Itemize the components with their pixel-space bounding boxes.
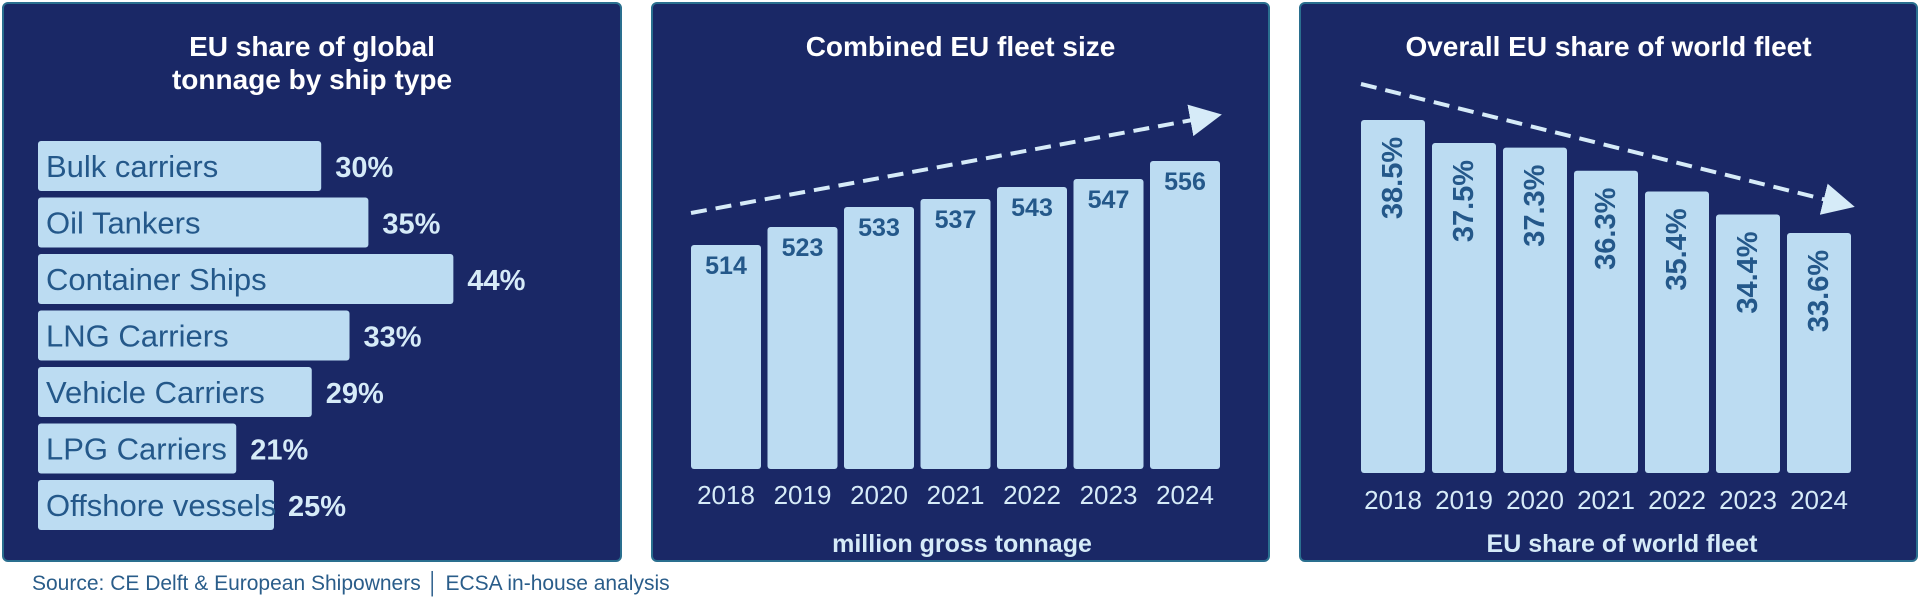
ship-type-value: 30% <box>335 152 393 184</box>
fleet-size-title: Combined EU fleet size <box>805 31 1116 62</box>
fleet-size-year: 2019 <box>774 480 832 510</box>
fleet-size-year: 2023 <box>1080 480 1138 510</box>
fleet-size-bar <box>1150 161 1220 469</box>
world-share-axis-label: EU share of world fleet <box>1487 530 1759 558</box>
ship-type-label: Vehicle Carriers <box>46 375 265 410</box>
fleet-size-value: 537 <box>935 206 977 234</box>
world-share-value: 37.3% <box>1519 164 1551 246</box>
ship-type-bar <box>38 480 274 530</box>
ship-type-panel: EU share of global tonnage by ship type … <box>2 2 622 562</box>
world-share-year: 2022 <box>1648 485 1706 515</box>
world-share-bar <box>1432 143 1496 473</box>
fleet-size-bar <box>920 199 991 469</box>
world-share-value: 34.4% <box>1732 231 1764 313</box>
fleet-size-year: 2018 <box>697 480 755 510</box>
ship-type-value: 29% <box>326 378 384 410</box>
world-share-bar <box>1503 147 1567 473</box>
fleet-size-chart: 514 2018 523 2019 533 2020 537 2021 543 2022 547 20… <box>690 104 1222 558</box>
ship-type-bar <box>38 423 237 474</box>
ship-type-value: 35% <box>382 209 440 241</box>
fleet-size-value: 556 <box>1164 168 1206 196</box>
world-share-trend-arrow <box>1360 82 1855 215</box>
fleet-size-bar <box>997 187 1067 469</box>
fleet-size-value: 543 <box>1011 194 1053 222</box>
world-share-bar <box>1574 170 1638 474</box>
world-share-title: Overall EU share of world fleet <box>1405 31 1812 62</box>
fleet-size-panel: Combined EU fleet size 514 2018 523 2019 533… <box>651 2 1270 562</box>
fleet-size-year: 2021 <box>927 480 985 510</box>
ship-type-label: Bulk carriers <box>46 149 218 184</box>
ship-type-bar <box>38 367 312 417</box>
ship-type-bar <box>38 197 369 248</box>
fleet-size-bar <box>691 245 761 469</box>
world-share-chart: 38.5% 2018 37.5% 2019 37.3% 2020 36.3% 2021 35.4… <box>1360 82 1855 558</box>
ship-type-value: 21% <box>250 435 308 467</box>
ship-type-label: LNG Carriers <box>46 319 229 354</box>
fleet-size-value: 514 <box>705 252 747 280</box>
source-note: Source: CE Delft & European Shipowners │… <box>32 572 670 595</box>
world-share-year: 2019 <box>1435 485 1493 515</box>
fleet-size-value: 533 <box>858 214 900 242</box>
world-share-bar <box>1645 191 1709 473</box>
world-share-value: 36.3% <box>1590 187 1622 269</box>
world-share-year: 2020 <box>1506 485 1564 515</box>
ship-type-label: Oil Tankers <box>46 206 201 241</box>
fleet-size-bar <box>767 227 838 469</box>
world-share-value: 38.5% <box>1377 137 1409 219</box>
world-share-value: 37.5% <box>1448 160 1480 242</box>
world-share-year: 2021 <box>1577 485 1635 515</box>
ship-type-value: 25% <box>288 491 346 523</box>
fleet-size-bar <box>844 207 914 469</box>
fleet-size-value: 547 <box>1088 186 1130 214</box>
ship-type-chart: Bulk carriers 30% Oil Tankers 35% Container … <box>38 141 526 530</box>
ship-type-title: EU share of global tonnage by ship type <box>171 31 453 95</box>
fleet-size-bar <box>1073 179 1144 469</box>
world-share-value: 35.4% <box>1661 208 1693 290</box>
fleet-size-value: 523 <box>782 234 824 262</box>
fleet-size-year: 2020 <box>850 480 908 510</box>
fleet-size-year: 2024 <box>1156 480 1214 510</box>
world-share-year: 2018 <box>1364 485 1422 515</box>
ship-type-label: Offshore vessels <box>46 488 276 523</box>
ship-type-label: LPG Carriers <box>46 432 227 467</box>
world-share-bar <box>1716 214 1780 473</box>
ship-type-value: 33% <box>364 322 422 354</box>
world-share-bar <box>1361 120 1425 473</box>
ship-type-bar <box>38 254 454 304</box>
ship-type-bar <box>38 310 350 361</box>
ship-type-label: Container Ships <box>46 262 267 297</box>
world-share-value: 33.6% <box>1803 250 1835 332</box>
fleet-size-year: 2022 <box>1003 480 1061 510</box>
fleet-size-axis-label: million gross tonnage <box>832 530 1092 558</box>
world-share-year: 2023 <box>1719 485 1777 515</box>
ship-type-value: 44% <box>467 265 525 297</box>
world-share-year: 2024 <box>1790 485 1848 515</box>
ship-type-bar <box>38 141 322 191</box>
fleet-size-trend-arrow <box>690 104 1222 215</box>
world-share-bar <box>1787 233 1851 473</box>
world-share-panel: Overall EU share of world fleet 38.5% 201… <box>1299 2 1918 562</box>
